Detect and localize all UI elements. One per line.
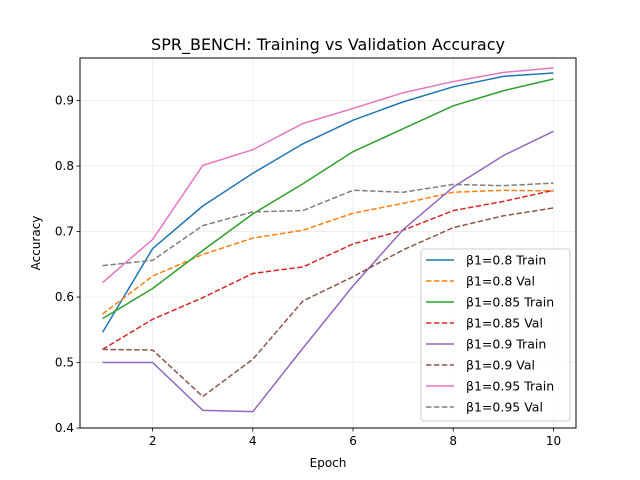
- series-line-4: [102, 130, 554, 413]
- x-tick-label: 2: [149, 434, 157, 448]
- x-tick-label: 10: [546, 434, 561, 448]
- y-tick-label: 0.4: [55, 421, 74, 435]
- x-tick-label: 8: [449, 434, 457, 448]
- legend-label: β1=0.85 Train: [466, 295, 554, 310]
- series-line-2: [102, 78, 554, 320]
- legend-label: β1=0.9 Val: [466, 358, 535, 373]
- plot-frame: [79, 57, 577, 429]
- y-tick-label: 0.9: [55, 94, 74, 108]
- y-tick-label: 0.5: [55, 356, 74, 370]
- legend: β1=0.8 Train β1=0.8 Val β1=0.85 Train β1=0.…: [420, 248, 571, 422]
- series-line-7: [102, 182, 554, 267]
- legend-box: [420, 248, 571, 422]
- legend-label: β1=0.95 Train: [466, 379, 554, 394]
- x-tick-label: 6: [349, 434, 357, 448]
- legend-label: β1=0.8 Val: [466, 274, 535, 289]
- legend-label: β1=0.95 Val: [466, 400, 543, 415]
- series-line-5: [102, 207, 554, 398]
- series-lines: [101, 67, 554, 413]
- series-line-0: [101, 72, 554, 333]
- y-tick-label: 0.6: [55, 290, 74, 304]
- chart-title: SPR_BENCH: Training vs Validation Accura…: [151, 35, 505, 55]
- series-line-1: [102, 189, 554, 315]
- y-axis-label: Accuracy: [29, 216, 43, 271]
- y-tick-label: 0.8: [55, 159, 74, 173]
- series-line-6: [102, 67, 554, 284]
- legend-label: β1=0.8 Train: [466, 253, 546, 268]
- y-tick-label: 0.7: [55, 225, 74, 239]
- legend-label: β1=0.9 Train: [466, 337, 546, 352]
- axis-ticks: 2 4 6 8 10 0.4 0.5 0.6 0.7 0.8 0.9: [55, 94, 561, 448]
- legend-label: β1=0.85 Val: [466, 316, 543, 331]
- x-axis-label: Epoch: [310, 456, 347, 470]
- series-line-3: [102, 189, 554, 351]
- x-tick-label: 4: [249, 434, 257, 448]
